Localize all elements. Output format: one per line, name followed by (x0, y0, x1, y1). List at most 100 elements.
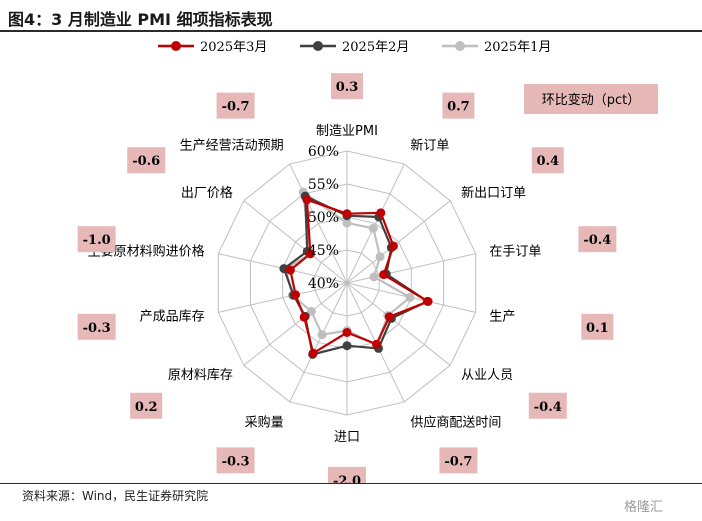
change-note-bg (524, 84, 658, 114)
delta-bg (216, 447, 255, 474)
title-rule (0, 30, 702, 32)
delta-value: 0.2 (135, 400, 158, 415)
tick-label: 50% (308, 210, 339, 226)
spoke (289, 163, 348, 284)
delta-value: -0.4 (534, 400, 562, 415)
category-label: 生产 (489, 309, 515, 324)
watermark: 格隆汇 (624, 500, 664, 515)
category-label: 制造业PMI (316, 124, 378, 139)
data-point (342, 341, 352, 351)
category-label: 生产经营活动预期 (180, 138, 284, 153)
delta-value: -0.3 (222, 454, 250, 469)
tick-label: 45% (308, 243, 339, 259)
category-label: 从业人员 (461, 368, 513, 383)
delta-value: -0.3 (83, 321, 111, 336)
data-point (342, 209, 352, 219)
delta-bg (528, 392, 567, 419)
spoke (346, 253, 476, 284)
delta-bg (216, 92, 255, 119)
source-note: 资料来源：Wind，民生证券研究院 (22, 489, 209, 503)
delta-bg (581, 313, 614, 340)
delta-box: 0.3 (331, 73, 363, 100)
delta-value: 0.3 (336, 80, 359, 95)
category-label: 供应商配送时间 (410, 415, 501, 431)
delta-box: 0.1 (581, 313, 614, 340)
delta-bg (439, 447, 478, 474)
delta-box: -2.0 (328, 466, 366, 483)
delta-bg (531, 147, 564, 174)
data-point (371, 339, 381, 349)
data-point (368, 223, 378, 233)
data-point (388, 241, 398, 251)
delta-box: 0.7 (442, 92, 475, 119)
category-label: 进口 (334, 430, 360, 445)
legend: 2025年3月 2025年2月 2025年1月 (158, 40, 551, 55)
legend-label: 2025年3月 (200, 40, 267, 55)
delta-bg (77, 226, 116, 253)
spoke (218, 282, 348, 313)
delta-box: -1.0 (77, 226, 116, 253)
category-label: 采购量 (245, 415, 284, 431)
delta-box: -0.7 (439, 447, 478, 474)
data-point (308, 348, 318, 358)
data-point (423, 297, 433, 307)
delta-bg (130, 392, 163, 419)
delta-box: -0.3 (216, 447, 255, 474)
data-point (342, 218, 352, 228)
delta-bg (328, 466, 366, 483)
delta-value: -0.7 (444, 454, 472, 469)
series-1 (285, 195, 433, 358)
delta-box: -0.7 (216, 92, 255, 119)
delta-value: -2.0 (333, 474, 361, 483)
series-line (282, 194, 430, 356)
legend-item: 2025年1月 (442, 40, 551, 55)
data-point (405, 292, 415, 302)
delta-box: -0.3 (77, 313, 116, 340)
change-note-box: 环比变动（pct） (524, 84, 658, 114)
delta-box: 0.4 (531, 147, 564, 174)
data-point (375, 252, 385, 262)
radial-ticks: 40% 45% 50% 55% 60% (308, 144, 339, 292)
data-point (291, 290, 301, 300)
delta-bg (578, 226, 617, 253)
delta-value: -0.6 (132, 154, 160, 169)
delta-bg (331, 73, 363, 100)
data-point (299, 312, 309, 322)
data-point (317, 330, 327, 340)
radar-chart: 2025年3月 2025年2月 2025年1月 40% 45% 50% 55% 60% 制造… (77, 40, 658, 483)
data-point (342, 328, 352, 337)
data-point (302, 195, 312, 205)
delta-box: -0.4 (528, 392, 567, 419)
figure-title: 图4：3 月制造业 PMI 细项指标表现 (8, 10, 273, 29)
delta-boxes: 0.3 0.7 0.4 -0.4 0.1 -0.4 -0.7 -2.0 -0.3 0.2 -0.3 -… (77, 73, 617, 483)
legend-marker (171, 41, 181, 51)
data-point (305, 249, 315, 259)
category-label: 新订单 (410, 137, 449, 153)
change-note-label: 环比变动（pct） (542, 92, 641, 108)
delta-value: -0.7 (222, 100, 250, 115)
legend-label: 2025年1月 (484, 40, 551, 55)
delta-box: -0.4 (578, 226, 617, 253)
category-label: 新出口订单 (461, 185, 526, 201)
delta-value: -0.4 (583, 233, 611, 248)
delta-box: 0.2 (130, 392, 163, 419)
data-point (369, 272, 379, 282)
category-label: 主要原材料购进价格 (88, 244, 205, 260)
legend-marker (455, 41, 465, 51)
spoke (346, 200, 451, 284)
spoke (243, 200, 348, 284)
delta-bg (127, 147, 166, 174)
data-point (285, 265, 295, 275)
delta-value: 0.7 (447, 100, 470, 115)
category-label: 原材料库存 (168, 367, 233, 383)
category-label: 在手订单 (489, 245, 541, 260)
legend-item: 2025年3月 (158, 40, 267, 55)
source-rule (0, 483, 702, 484)
legend-marker (313, 41, 323, 51)
delta-value: 0.4 (536, 154, 559, 169)
delta-value: 0.1 (586, 321, 609, 336)
category-label: 产成品库存 (140, 308, 205, 324)
spoke (289, 282, 348, 403)
radar-series (279, 187, 433, 359)
